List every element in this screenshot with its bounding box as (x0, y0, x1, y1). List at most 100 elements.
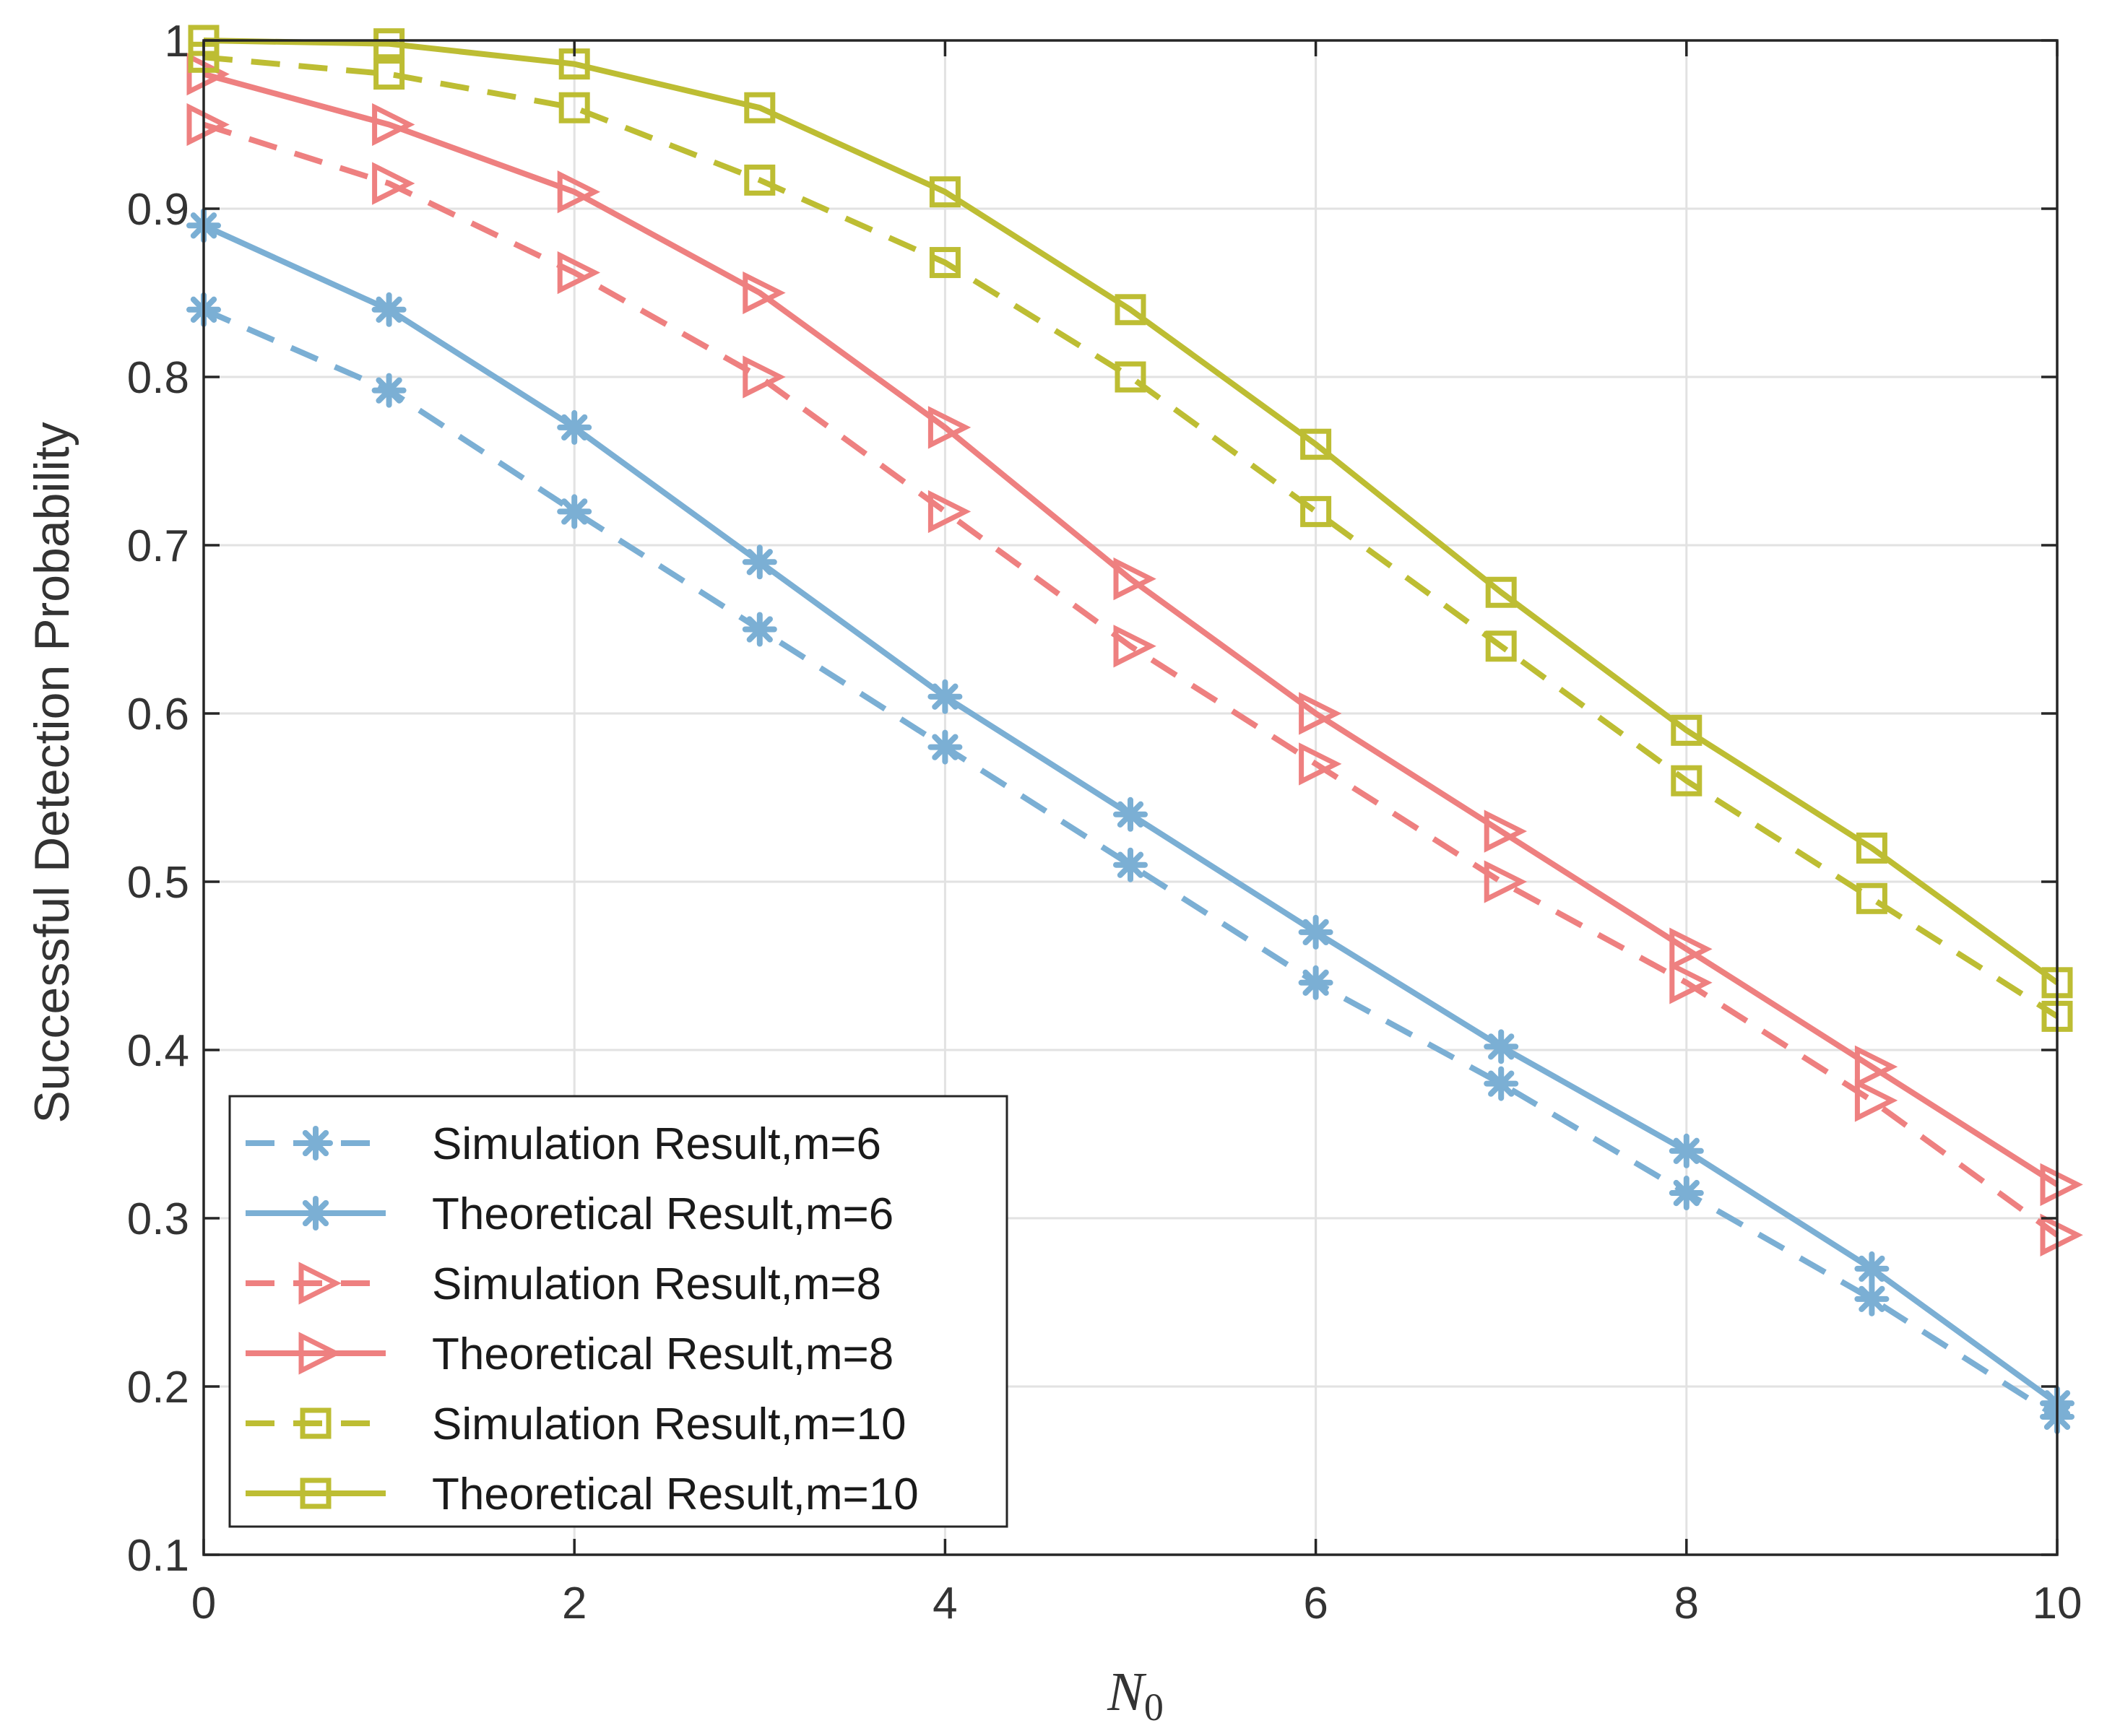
y-tick-label: 0.6 (127, 690, 189, 739)
legend-marker (298, 1126, 333, 1160)
series-line (202, 307, 2059, 1420)
data-point (1854, 1079, 1898, 1122)
marker-core (1865, 1262, 1879, 1275)
marker-shape (2040, 1163, 2083, 1207)
series-3 (186, 103, 2083, 1257)
marker-core (1494, 1077, 1508, 1090)
marker-core (1124, 807, 1137, 821)
data-point (1669, 927, 1713, 971)
marker-shape (929, 247, 961, 279)
data-point (1484, 1066, 1519, 1101)
marker-shape (298, 1262, 342, 1305)
data-point (1854, 1281, 1890, 1316)
data-point (2040, 1213, 2083, 1257)
series-4 (186, 52, 2083, 1207)
data-point (373, 28, 405, 60)
legend-marker (298, 1332, 342, 1375)
x-tick-label: 0 (191, 1579, 216, 1628)
marker-core (1865, 1292, 1879, 1306)
marker-shape (929, 176, 961, 208)
marker-shape (743, 355, 786, 399)
data-point (742, 612, 777, 647)
data-point (186, 52, 230, 96)
marker-shape (1113, 557, 1156, 601)
marker-core (938, 690, 952, 703)
marker-shape (1671, 765, 1703, 797)
data-point (927, 406, 972, 449)
marker-shape (1299, 692, 1342, 735)
marker-shape (300, 1407, 332, 1439)
x-axis-label-subscript: 0 (1144, 1685, 1164, 1729)
data-point (557, 409, 592, 445)
data-point (743, 355, 786, 399)
marker-shape (743, 271, 786, 315)
marker-shape (927, 490, 972, 534)
legend-entry: Simulation Result,m=6 (246, 1119, 881, 1169)
data-point (186, 103, 230, 147)
marker-core (1309, 925, 1323, 939)
legend-marker (298, 1262, 342, 1305)
data-point (1485, 576, 1517, 608)
marker-shape (1485, 576, 1517, 608)
y-tick-label: 0.7 (127, 521, 189, 571)
marker-shape (1484, 810, 1528, 853)
legend-box (228, 1095, 1008, 1528)
marker-shape (1113, 625, 1156, 668)
marker-shape (372, 103, 415, 147)
marker-shape (744, 164, 776, 196)
data-point (1300, 428, 1332, 460)
legend-label: Theoretical Result,m=10 (432, 1470, 919, 1519)
data-point (743, 271, 786, 315)
data-point (1299, 742, 1342, 786)
legend-marker (300, 1407, 332, 1439)
legend-entry: Simulation Result,m=8 (246, 1259, 881, 1309)
legend-marker (298, 1196, 333, 1231)
marker-shape (1856, 882, 1887, 914)
data-point (927, 490, 972, 534)
marker-shape (1484, 860, 1528, 903)
marker-core (1494, 1040, 1508, 1054)
legend: Simulation Result,m=6 Theoretical Result,… (228, 1095, 1008, 1528)
marker-shape (927, 406, 972, 449)
data-point (557, 170, 601, 214)
data-point (1671, 765, 1703, 797)
y-tick-label: 1 (165, 17, 189, 66)
marker-shape (373, 28, 405, 60)
marker-shape (1299, 742, 1342, 786)
data-point (1856, 882, 1887, 914)
marker-core (1679, 1144, 1693, 1158)
data-point (557, 251, 601, 295)
data-point (1300, 495, 1332, 527)
data-point (744, 92, 776, 123)
legend-entry: Theoretical Result,m=8 (246, 1329, 894, 1379)
data-point (1671, 714, 1703, 746)
y-tick-label: 0.3 (127, 1194, 189, 1244)
data-point (1484, 1029, 1519, 1064)
data-point (927, 729, 963, 765)
marker-core (1124, 858, 1137, 872)
marker-core (568, 420, 581, 434)
x-axis-label: N0 (1107, 1662, 1164, 1729)
data-point (1669, 1133, 1704, 1168)
data-point (557, 494, 592, 529)
y-tick-label: 0.2 (127, 1363, 189, 1412)
data-point (373, 58, 405, 90)
marker-shape (1669, 927, 1713, 971)
marker-shape (557, 251, 601, 295)
marker-core (753, 555, 766, 569)
marker-shape (186, 52, 230, 96)
data-point (371, 292, 407, 327)
marker-shape (2040, 1213, 2083, 1257)
data-point (929, 176, 961, 208)
x-tick-label: 6 (1303, 1579, 1328, 1628)
data-point (1669, 961, 1713, 1004)
marker-shape (1300, 428, 1332, 460)
data-point (371, 373, 407, 408)
marker-shape (298, 1332, 342, 1375)
y-axis-label: Successful Detection Probability (25, 422, 79, 1123)
x-axis-label-main: N (1107, 1662, 1147, 1722)
marker-shape (1856, 832, 1887, 864)
legend-entry: Theoretical Result,m=10 (246, 1470, 919, 1519)
data-point (372, 103, 415, 147)
